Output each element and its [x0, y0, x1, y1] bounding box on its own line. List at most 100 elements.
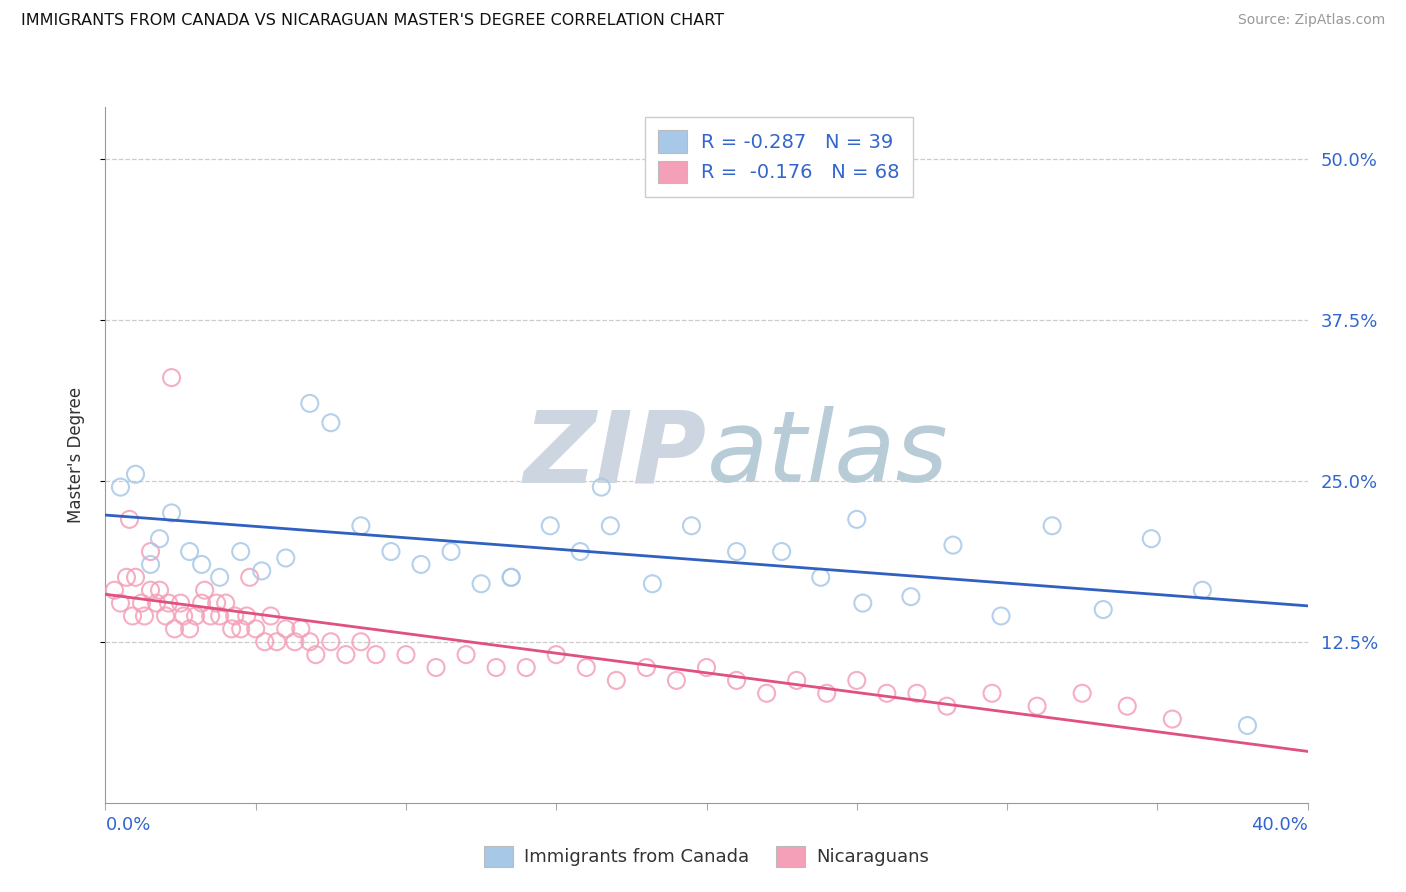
Legend: Immigrants from Canada, Nicaraguans: Immigrants from Canada, Nicaraguans [477, 838, 936, 874]
Point [121, 609, 143, 624]
Point [139, 544, 162, 558]
Point [515, 660, 537, 674]
Point [440, 544, 463, 558]
Point [239, 570, 262, 584]
Point [905, 686, 928, 700]
Point [250, 564, 273, 578]
Point [190, 596, 212, 610]
Point [425, 660, 447, 674]
Point [350, 634, 373, 648]
Point [155, 609, 177, 624]
Point [221, 622, 243, 636]
Point [319, 634, 342, 648]
Point [229, 622, 252, 636]
Text: 0.0%: 0.0% [105, 816, 150, 834]
Point [305, 648, 328, 662]
Point [208, 570, 231, 584]
Point [454, 648, 477, 662]
Text: atlas: atlas [707, 407, 948, 503]
Point [235, 609, 257, 624]
Point [179, 622, 201, 636]
Point [575, 660, 598, 674]
Point [205, 596, 228, 610]
Point [148, 532, 170, 546]
Point [245, 622, 267, 636]
Point [208, 609, 231, 624]
Text: IMMIGRANTS FROM CANADA VS NICARAGUAN MASTER'S DEGREE CORRELATION CHART: IMMIGRANTS FROM CANADA VS NICARAGUAN MAS… [21, 13, 724, 29]
Point [1191, 583, 1213, 598]
Point [1161, 712, 1184, 726]
Point [395, 648, 418, 662]
Point [260, 609, 283, 624]
Point [681, 518, 703, 533]
Point [160, 506, 183, 520]
Point [319, 416, 342, 430]
Y-axis label: Master's Degree: Master's Degree [66, 387, 84, 523]
Point [936, 699, 959, 714]
Text: ZIP: ZIP [523, 407, 707, 503]
Point [538, 518, 561, 533]
Point [1140, 532, 1163, 546]
Point [118, 512, 141, 526]
Point [148, 583, 170, 598]
Point [725, 673, 748, 688]
Point [845, 512, 868, 526]
Text: Source: ZipAtlas.com: Source: ZipAtlas.com [1237, 13, 1385, 28]
Point [115, 570, 138, 584]
Point [139, 558, 162, 572]
Point [665, 673, 688, 688]
Point [990, 609, 1012, 624]
Point [284, 634, 307, 648]
Point [179, 544, 201, 558]
Point [501, 570, 523, 584]
Point [810, 570, 832, 584]
Point [1026, 699, 1049, 714]
Point [770, 544, 793, 558]
Point [786, 673, 808, 688]
Point [636, 660, 658, 674]
Point [605, 673, 627, 688]
Point [134, 609, 156, 624]
Point [409, 558, 432, 572]
Point [290, 622, 312, 636]
Point [298, 396, 321, 410]
Point [942, 538, 965, 552]
Point [194, 583, 217, 598]
Point [229, 544, 252, 558]
Point [485, 660, 508, 674]
Point [1071, 686, 1094, 700]
Point [298, 634, 321, 648]
Point [815, 686, 838, 700]
Point [845, 673, 868, 688]
Point [124, 570, 146, 584]
Point [501, 570, 523, 584]
Text: 40.0%: 40.0% [1251, 816, 1308, 834]
Point [900, 590, 922, 604]
Point [852, 596, 875, 610]
Point [184, 609, 207, 624]
Point [266, 634, 288, 648]
Point [380, 544, 402, 558]
Point [546, 648, 568, 662]
Point [124, 467, 146, 482]
Point [163, 622, 186, 636]
Point [253, 634, 276, 648]
Point [599, 518, 621, 533]
Point [350, 518, 373, 533]
Point [145, 596, 167, 610]
Point [274, 551, 297, 566]
Point [1040, 518, 1063, 533]
Point [1116, 699, 1139, 714]
Point [1092, 602, 1115, 616]
Point [591, 480, 613, 494]
Point [224, 609, 246, 624]
Point [173, 609, 195, 624]
Point [1236, 718, 1258, 732]
Point [470, 576, 492, 591]
Point [131, 596, 153, 610]
Point [876, 686, 898, 700]
Point [157, 596, 180, 610]
Point [139, 583, 162, 598]
Point [103, 583, 125, 598]
Point [335, 648, 357, 662]
